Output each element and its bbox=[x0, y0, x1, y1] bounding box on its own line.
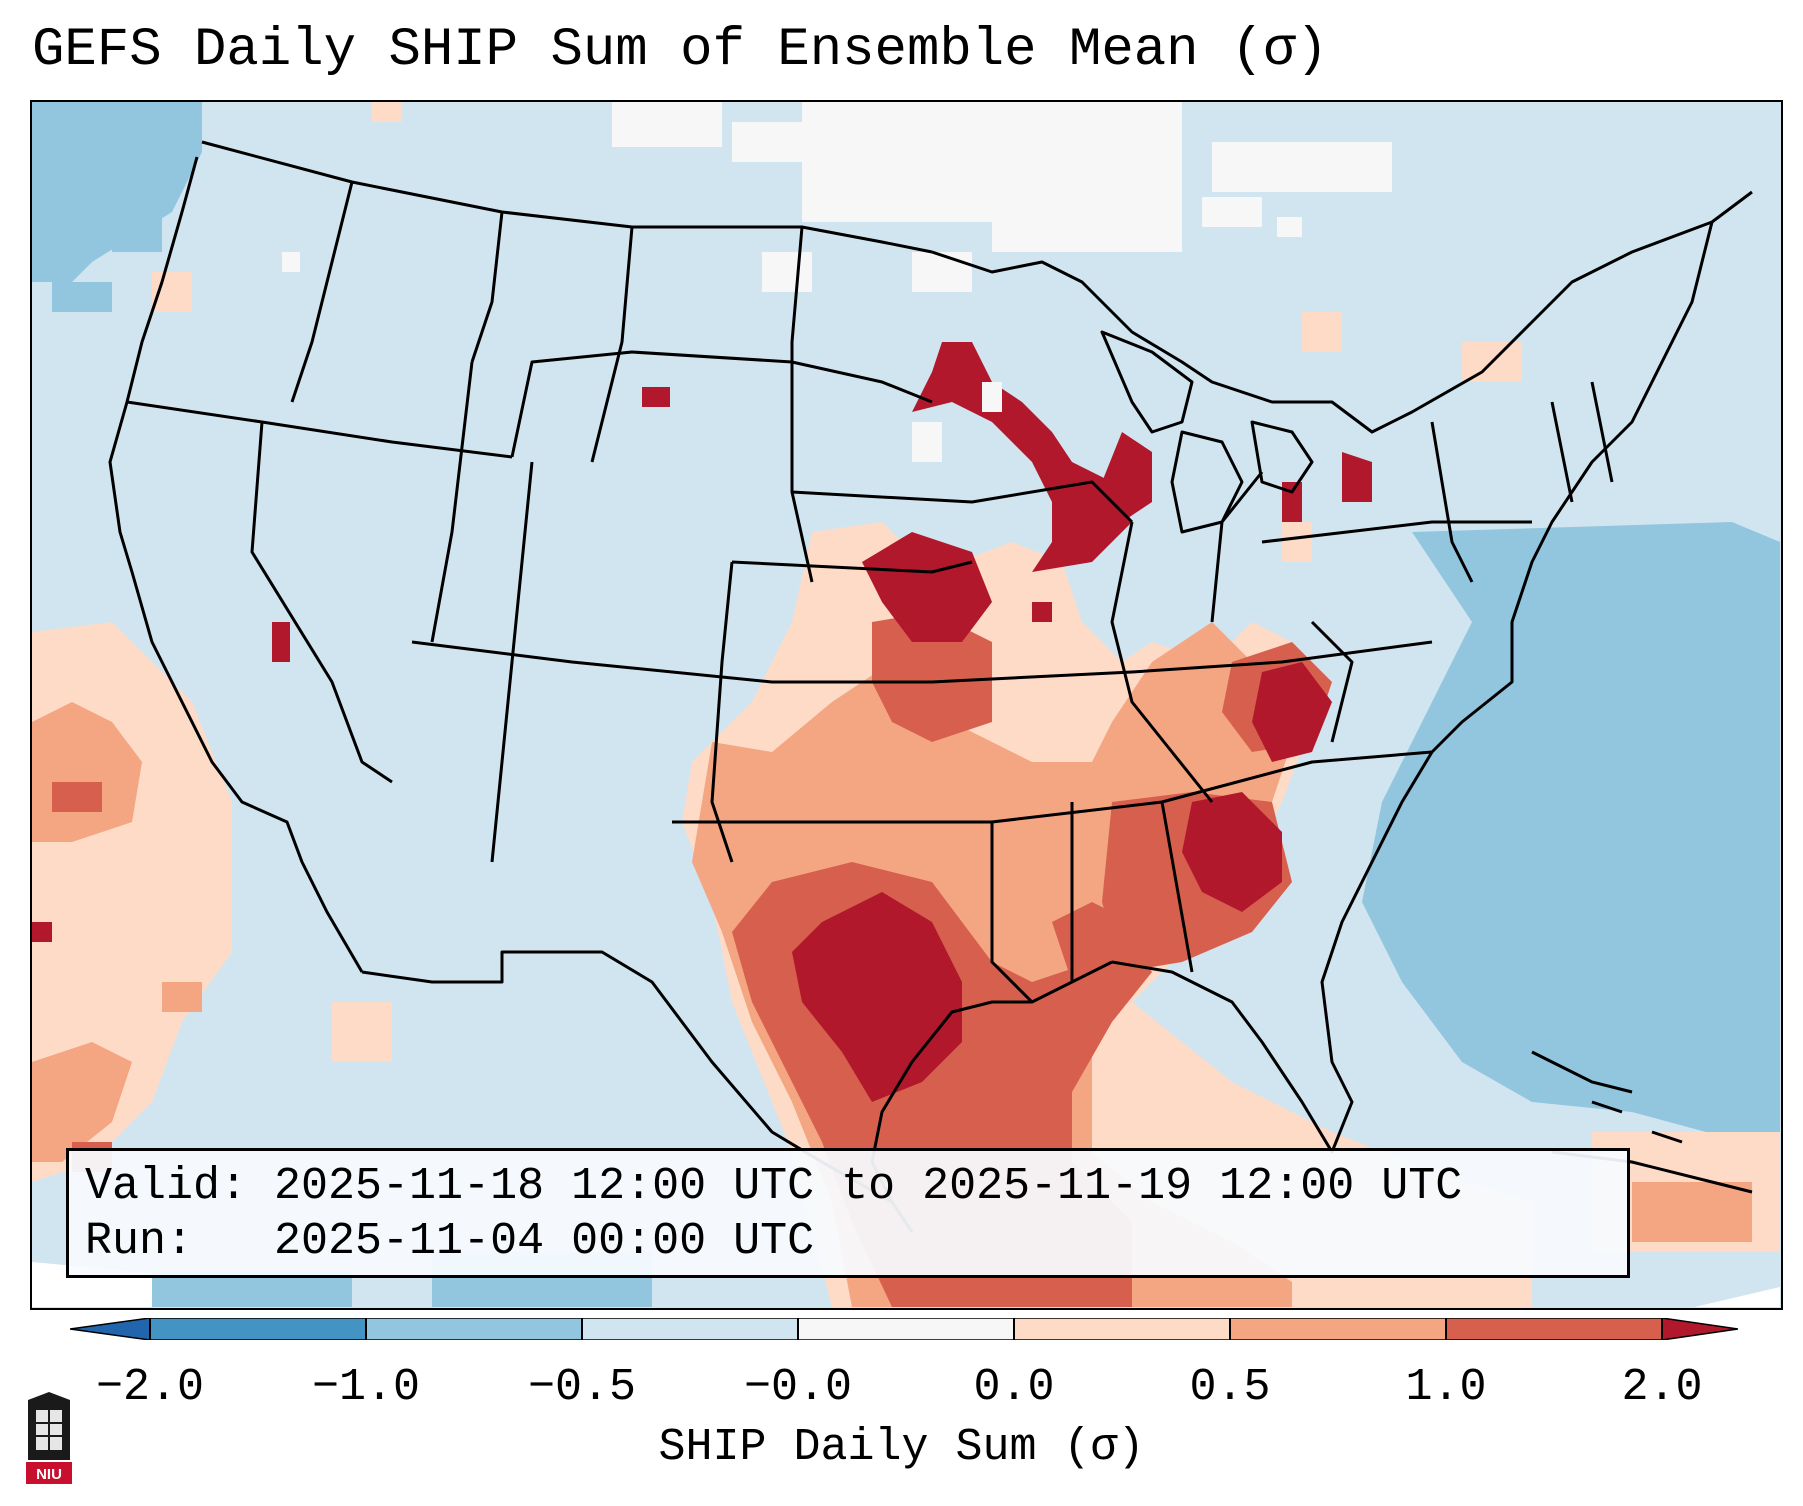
colorbar-bin-6 bbox=[1230, 1318, 1446, 1340]
ship-field-map bbox=[32, 102, 1780, 1307]
map-title: GEFS Daily SHIP Sum of Ensemble Mean (σ) bbox=[32, 20, 1329, 81]
valid-run-info-box: Valid: 2025-11-18 12:00 UTC to 2025-11-1… bbox=[66, 1148, 1630, 1278]
colorbar-bin-3 bbox=[582, 1318, 798, 1340]
colorbar-bin-1 bbox=[150, 1318, 366, 1340]
colorbar-extend-high bbox=[1662, 1318, 1738, 1340]
colorbar-label: SHIP Daily Sum (σ) bbox=[658, 1422, 1145, 1473]
valid-line: Valid: 2025-11-18 12:00 UTC to 2025-11-1… bbox=[85, 1161, 1463, 1212]
outside-domain-right bbox=[1694, 1287, 1780, 1307]
colorbar-bin-7 bbox=[1446, 1318, 1662, 1340]
map-panel bbox=[30, 100, 1783, 1310]
colorbar-tick-label: 0.0 bbox=[973, 1362, 1055, 1413]
neutral-regions bbox=[282, 102, 1392, 292]
colorbar-bin-5 bbox=[1014, 1318, 1230, 1340]
positive-extreme-regions bbox=[32, 342, 1372, 1102]
colorbar-tick-marks bbox=[149, 1318, 1663, 1340]
colorbar-bin-4 bbox=[798, 1318, 1014, 1340]
colorbar-tick-label: −0.0 bbox=[743, 1362, 853, 1413]
niu-logo: NIU bbox=[26, 1392, 72, 1484]
logo-text: NIU bbox=[36, 1466, 62, 1483]
colorbar-tick-label: 1.0 bbox=[1405, 1362, 1487, 1413]
run-line: Run: 2025-11-04 00:00 UTC bbox=[85, 1216, 815, 1267]
colorbar-tick-label: 2.0 bbox=[1621, 1362, 1703, 1413]
colorbar-extend-low bbox=[70, 1318, 150, 1340]
colorbar-tick-label: −2.0 bbox=[95, 1362, 205, 1413]
colorbar-tick-label: −0.5 bbox=[527, 1362, 637, 1413]
colorbar-tick-label: 0.5 bbox=[1189, 1362, 1271, 1413]
neutral-speckles bbox=[912, 382, 1002, 462]
colorbar-tick-label: −1.0 bbox=[311, 1362, 421, 1413]
state-boundaries bbox=[108, 140, 1753, 1233]
colorbar bbox=[70, 1318, 1738, 1340]
colorbar-bin-2 bbox=[366, 1318, 582, 1340]
